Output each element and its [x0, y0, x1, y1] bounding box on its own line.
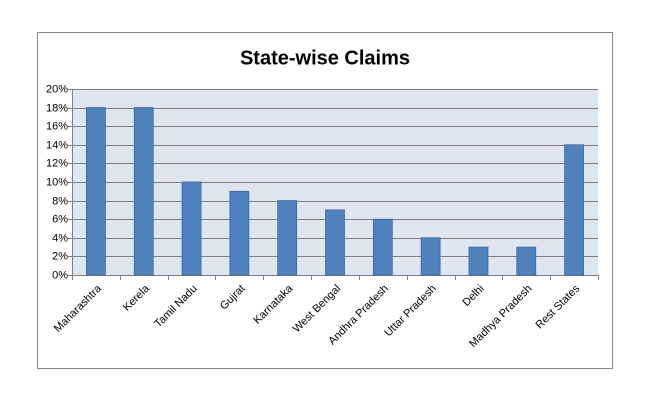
bar	[564, 144, 584, 276]
y-tick-label: 14%	[46, 139, 68, 151]
bar	[516, 246, 537, 276]
bar	[277, 200, 298, 276]
bar	[86, 107, 106, 276]
y-tick-label: 2%	[52, 250, 68, 262]
chart-title: State-wise Claims	[240, 47, 410, 69]
y-tick-label: 0%	[52, 269, 68, 281]
y-tick-label: 6%	[52, 213, 68, 225]
y-tick-label: 16%	[46, 120, 68, 132]
y-tick-label: 18%	[46, 102, 68, 114]
y-tick-label: 12%	[46, 157, 68, 169]
bar	[133, 107, 154, 276]
y-tick-label: 20%	[46, 83, 68, 95]
y-tick-label: 10%	[46, 176, 68, 188]
bar	[229, 190, 250, 276]
bar	[325, 209, 345, 276]
bar	[181, 181, 202, 276]
bar	[372, 218, 393, 276]
y-tick-label: 8%	[52, 195, 68, 207]
bar	[468, 246, 489, 276]
y-tick-label: 4%	[52, 232, 68, 244]
bar	[420, 237, 441, 276]
